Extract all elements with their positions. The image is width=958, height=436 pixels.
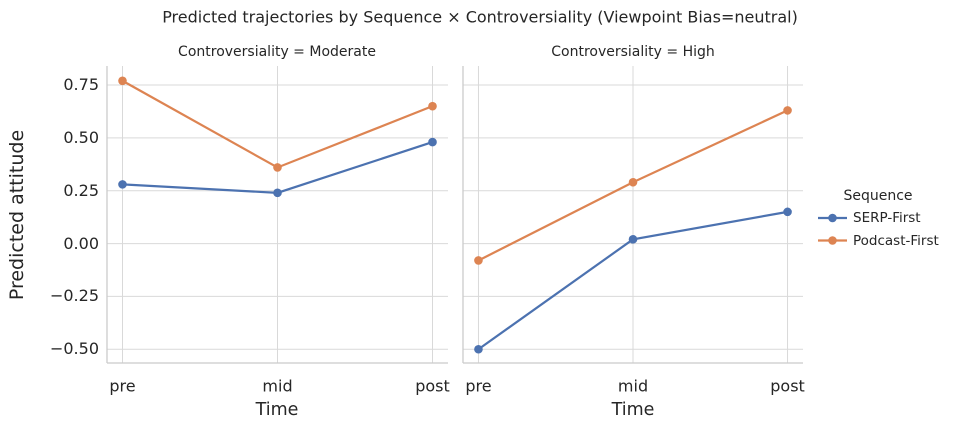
facet-title-moderate: Controversiality = Moderate bbox=[178, 44, 376, 60]
data-point-serp-first bbox=[783, 207, 792, 217]
legend-handle-dot bbox=[828, 236, 837, 245]
y-tick-label: −0.25 bbox=[49, 286, 99, 306]
legend-entry-serp-first: SERP-First bbox=[853, 210, 921, 226]
legend-title: Sequence bbox=[843, 188, 913, 204]
y-tick-label: −0.50 bbox=[49, 339, 99, 359]
data-point-serp-first bbox=[118, 180, 127, 189]
data-point-podcast-first bbox=[118, 76, 127, 86]
data-point-podcast-first bbox=[428, 101, 437, 111]
y-tick-label: 0.50 bbox=[63, 127, 99, 147]
x-tick-label-post: post bbox=[415, 376, 450, 396]
y-tick-label: 0.00 bbox=[63, 233, 99, 253]
facet-title-high: Controversiality = High bbox=[551, 44, 715, 60]
data-point-serp-first bbox=[273, 188, 282, 198]
x-tick-label-pre: pre bbox=[109, 376, 136, 396]
y-axis-label: Predicted attitude bbox=[6, 129, 28, 301]
data-point-podcast-first bbox=[783, 106, 792, 115]
data-point-serp-first bbox=[474, 344, 483, 354]
data-point-serp-first bbox=[428, 137, 437, 147]
y-tick-label: 0.75 bbox=[63, 75, 99, 95]
x-axis-label-right: Time bbox=[611, 400, 655, 420]
y-tick-label: 0.25 bbox=[63, 180, 99, 200]
figure-title: Predicted trajectories by Sequence × Con… bbox=[162, 7, 798, 27]
data-point-podcast-first bbox=[273, 163, 282, 172]
x-tick-label-post: post bbox=[770, 376, 805, 396]
legend-entry-podcast-first: Podcast-First bbox=[853, 232, 939, 249]
data-point-podcast-first bbox=[628, 177, 638, 187]
data-point-podcast-first bbox=[474, 256, 483, 265]
data-point-serp-first bbox=[628, 235, 638, 244]
legend-handle-dot bbox=[828, 213, 837, 223]
x-tick-label-pre: pre bbox=[465, 376, 492, 396]
x-axis-label-left: Time bbox=[255, 400, 299, 420]
x-tick-label-mid: mid bbox=[617, 376, 649, 396]
x-tick-label-mid: mid bbox=[262, 376, 293, 396]
